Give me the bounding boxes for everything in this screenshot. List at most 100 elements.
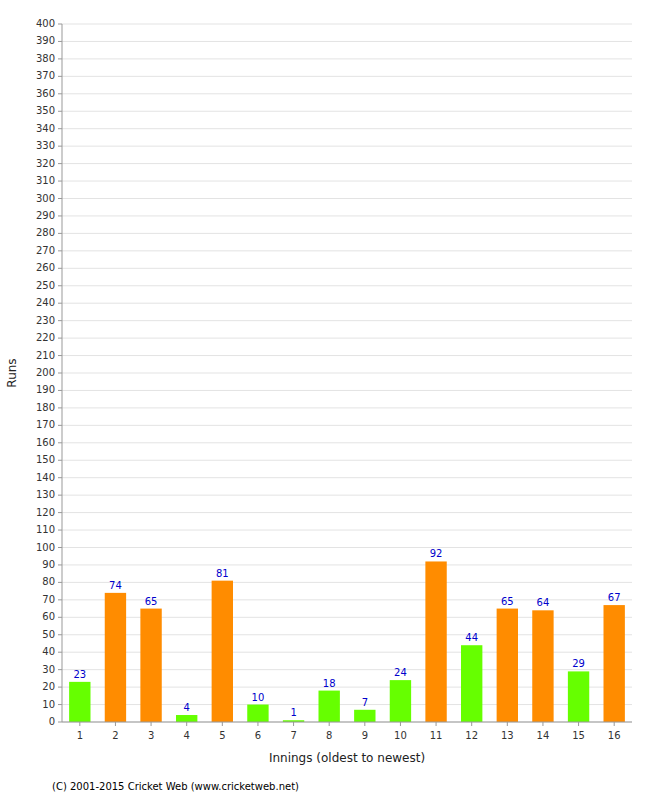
x-tick-label: 15 <box>572 730 585 741</box>
grid-line <box>62 442 632 443</box>
grid-line <box>62 477 632 478</box>
grid-line <box>62 425 632 426</box>
grid-line <box>62 215 632 216</box>
y-tick <box>58 250 62 251</box>
y-tick <box>58 512 62 513</box>
x-tick-label: 6 <box>255 730 261 741</box>
y-tick-label: 310 <box>36 175 55 186</box>
bar <box>461 645 482 722</box>
x-tick-label: 5 <box>219 730 225 741</box>
grid-line <box>62 355 632 356</box>
y-tick <box>58 617 62 618</box>
data-label: 29 <box>572 658 585 669</box>
y-tick-label: 230 <box>36 315 55 326</box>
x-tick <box>79 722 80 726</box>
x-tick-label: 11 <box>430 730 443 741</box>
y-tick-label: 110 <box>36 524 55 535</box>
y-tick <box>58 163 62 164</box>
y-tick <box>58 704 62 705</box>
grid-line <box>62 233 632 234</box>
y-tick <box>58 146 62 147</box>
data-label: 10 <box>252 692 265 703</box>
data-label: 7 <box>362 697 368 708</box>
data-label: 44 <box>465 632 478 643</box>
grid-line <box>62 181 632 182</box>
data-label: 81 <box>216 568 229 579</box>
y-tick-label: 140 <box>36 472 55 483</box>
y-tick <box>58 442 62 443</box>
grid-line <box>62 390 632 391</box>
x-tick-label: 4 <box>184 730 190 741</box>
x-tick-label: 8 <box>326 730 332 741</box>
y-tick <box>58 233 62 234</box>
x-tick-label: 10 <box>394 730 407 741</box>
data-label: 92 <box>430 548 443 559</box>
y-axis-label: Runs <box>5 358 19 387</box>
bar <box>497 609 518 722</box>
data-label: 18 <box>323 678 336 689</box>
y-tick-label: 300 <box>36 193 55 204</box>
grid-line <box>62 495 632 496</box>
y-tick <box>58 76 62 77</box>
y-tick <box>58 425 62 426</box>
y-tick <box>58 547 62 548</box>
y-tick-label: 80 <box>42 576 55 587</box>
y-tick-label: 50 <box>42 629 55 640</box>
y-tick-label: 30 <box>42 664 55 675</box>
y-tick <box>58 111 62 112</box>
y-tick <box>58 477 62 478</box>
y-tick <box>58 198 62 199</box>
x-tick <box>115 722 116 726</box>
grid-line <box>62 338 632 339</box>
bar <box>319 691 340 722</box>
grid-line <box>62 582 632 583</box>
grid-line <box>62 530 632 531</box>
x-tick-label: 13 <box>501 730 514 741</box>
data-label: 67 <box>608 592 621 603</box>
y-tick <box>58 722 62 723</box>
y-tick <box>58 495 62 496</box>
y-tick-label: 390 <box>36 35 55 46</box>
x-tick-label: 2 <box>112 730 118 741</box>
grid <box>62 24 632 722</box>
y-tick <box>58 268 62 269</box>
data-label: 1 <box>290 707 296 718</box>
footer: (C) 2001-2015 Cricket Web (www.cricketwe… <box>52 781 299 792</box>
y-tick-label: 190 <box>36 384 55 395</box>
y-tick <box>58 564 62 565</box>
x-tick-label: 12 <box>465 730 478 741</box>
y-tick <box>58 407 62 408</box>
x-tick <box>151 722 152 726</box>
y-tick <box>58 93 62 94</box>
y-tick-label: 200 <box>36 367 55 378</box>
grid-line <box>62 163 632 164</box>
y-tick <box>58 24 62 25</box>
x-axis-label: Innings (oldest to newest) <box>269 751 425 765</box>
x-axis: 12345678910111213141516 <box>62 722 632 741</box>
y-axis: 0102030405060708090100110120130140150160… <box>36 18 62 727</box>
y-tick-label: 290 <box>36 210 55 221</box>
y-tick <box>58 58 62 59</box>
x-tick <box>364 722 365 726</box>
grid-line <box>62 41 632 42</box>
y-tick <box>58 390 62 391</box>
x-tick <box>400 722 401 726</box>
grid-line <box>62 320 632 321</box>
y-tick-label: 0 <box>49 716 55 727</box>
x-tick <box>257 722 258 726</box>
bar <box>390 680 411 722</box>
grid-line <box>62 250 632 251</box>
y-tick-label: 160 <box>36 437 55 448</box>
grid-line <box>62 285 632 286</box>
grid-line <box>62 24 632 25</box>
y-tick-label: 120 <box>36 507 55 518</box>
y-tick <box>58 181 62 182</box>
y-tick-label: 60 <box>42 611 55 622</box>
y-tick-label: 370 <box>36 70 55 81</box>
y-axis-line <box>62 24 63 722</box>
y-tick-label: 400 <box>36 18 55 29</box>
bar <box>354 710 375 722</box>
grid-line <box>62 128 632 129</box>
y-tick <box>58 599 62 600</box>
y-tick-label: 170 <box>36 419 55 430</box>
